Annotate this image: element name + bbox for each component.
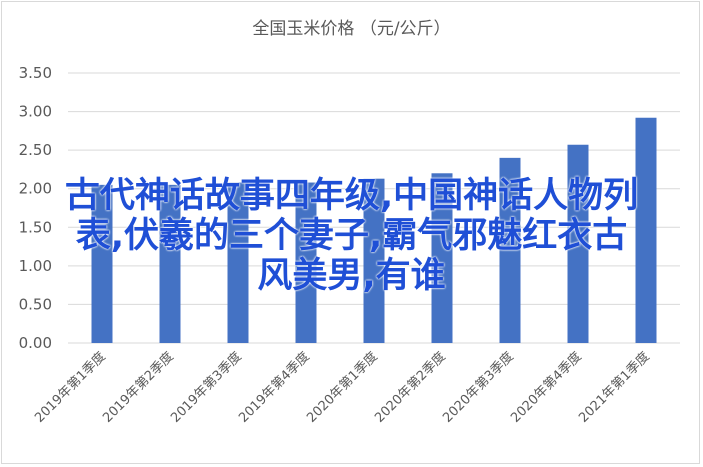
bar xyxy=(91,184,113,343)
x-tick-label: 2019年第2季度 xyxy=(99,349,176,426)
bar xyxy=(635,117,657,343)
y-tick-label: 0.00 xyxy=(19,334,52,352)
bar xyxy=(499,157,521,343)
y-tick-label: 3.50 xyxy=(19,64,52,82)
x-tick-label: 2021年第1季度 xyxy=(575,349,652,426)
bar xyxy=(227,182,249,343)
y-tick-label: 2.00 xyxy=(19,180,52,198)
bar xyxy=(431,173,453,343)
x-tick-label: 2019年第1季度 xyxy=(31,349,108,426)
x-tick-label: 2020年第2季度 xyxy=(371,349,448,426)
y-tick-label: 0.50 xyxy=(19,295,52,313)
overlay-caption-line-1: 古代神话故事四年级,中国神话人物列 xyxy=(64,176,639,216)
x-tick-label: 2019年第4季度 xyxy=(235,349,312,426)
x-tick-label: 2020年第3季度 xyxy=(439,349,516,426)
y-tick-label: 1.50 xyxy=(19,218,52,236)
x-tick-label: 2020年第1季度 xyxy=(303,349,380,426)
bar xyxy=(295,182,317,343)
y-tick-label: 1.00 xyxy=(19,257,52,275)
y-tick-label: 3.00 xyxy=(19,103,52,121)
bar xyxy=(567,144,589,343)
x-tick-label: 2020年第4季度 xyxy=(507,349,584,426)
y-tick-label: 2.50 xyxy=(19,141,52,159)
x-tick-label: 2019年第3季度 xyxy=(167,349,244,426)
overlay-caption: 古代神话故事四年级,中国神话人物列 表,伏羲的三个妻子,霸气邪魅红衣古 风美男,… xyxy=(0,176,703,296)
overlay-caption-line-3: 风美男,有谁 xyxy=(257,256,446,296)
bar xyxy=(363,178,385,343)
bar xyxy=(159,184,181,343)
overlay-caption-line-2: 表,伏羲的三个妻子,霸气邪魅红衣古 xyxy=(75,216,628,256)
chart-title: 全国玉米价格 （元/公斤） xyxy=(252,19,451,39)
